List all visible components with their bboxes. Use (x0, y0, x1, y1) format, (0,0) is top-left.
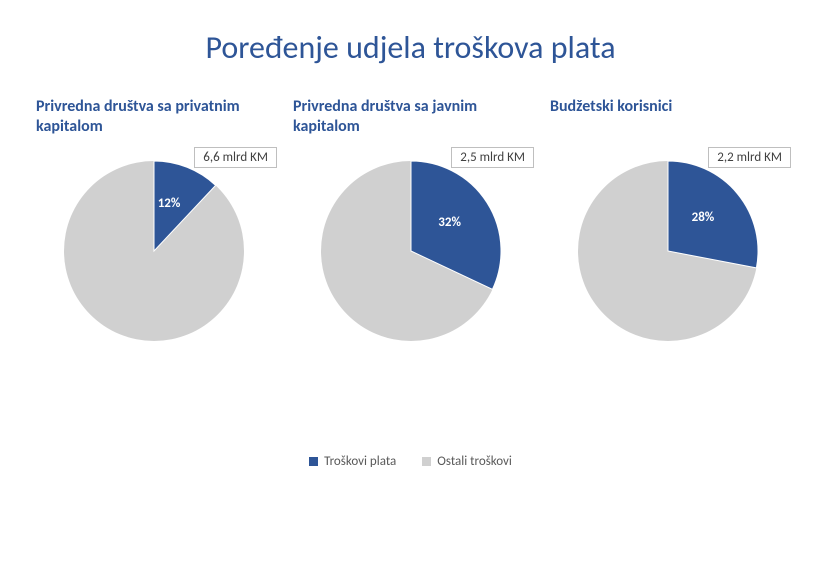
legend-swatch-0 (309, 457, 318, 466)
pie-1: 32% (321, 161, 501, 341)
page-title: Poređenje udjela troškova plata (0, 0, 821, 97)
chart-col-2: Budžetski korisnici 2,2 mlrd KM 28% (544, 97, 791, 341)
chart-col-0: Privredna društva sa privatnim kapitalom… (30, 97, 277, 341)
chart-subtitle-0: Privredna društva sa privatnim kapitalom (30, 97, 277, 139)
legend: Troškovi plata Ostali troškovi (0, 454, 821, 469)
chart-subtitle-1: Privredna društva sa javnim kapitalom (287, 97, 534, 139)
pct-label-1: 32% (438, 215, 461, 230)
legend-label-0: Troškovi plata (324, 454, 396, 469)
chart-col-1: Privredna društva sa javnim kapitalom 2,… (287, 97, 534, 341)
chart-subtitle-2: Budžetski korisnici (544, 97, 791, 139)
pie-2: 28% (578, 161, 758, 341)
legend-swatch-1 (422, 457, 431, 466)
pct-label-2: 28% (692, 210, 715, 225)
pie-0: 12% (64, 161, 244, 341)
pct-label-0: 12% (158, 196, 181, 211)
legend-label-1: Ostali troškovi (437, 454, 512, 469)
legend-item-1: Ostali troškovi (422, 454, 512, 469)
charts-row: Privredna društva sa privatnim kapitalom… (0, 97, 821, 341)
legend-item-0: Troškovi plata (309, 454, 396, 469)
